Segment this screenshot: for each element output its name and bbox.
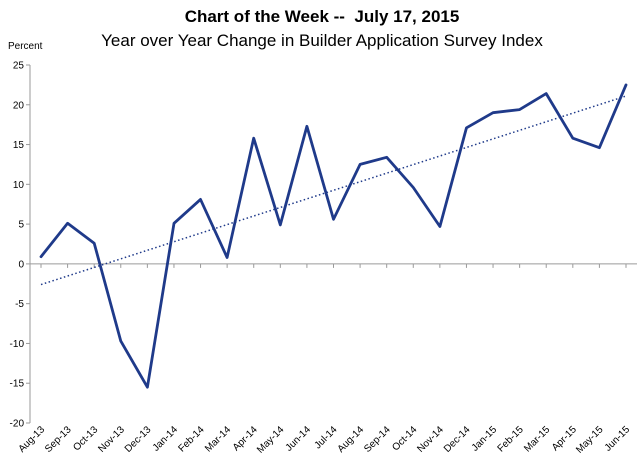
- x-tick-label: Nov-13: [96, 424, 127, 455]
- x-tick-label: Aug-14: [336, 424, 367, 455]
- y-tick-label: -15: [10, 379, 25, 390]
- x-tick-label: May-14: [255, 424, 287, 456]
- chart-title: Chart of the Week -- July 17, 2015: [184, 7, 460, 26]
- x-tick-label: Feb-14: [176, 424, 206, 454]
- y-tick-label: -20: [10, 419, 25, 430]
- y-axis-unit-label: Percent: [8, 41, 43, 52]
- data-point: [571, 137, 574, 140]
- data-point: [625, 83, 628, 86]
- data-point: [438, 225, 441, 228]
- series-line: [39, 83, 628, 389]
- x-tick-label: Jun-15: [603, 424, 633, 454]
- data-point: [306, 125, 309, 128]
- series-line-group: [39, 83, 628, 389]
- data-point: [518, 108, 521, 111]
- chart-subtitle: Year over Year Change in Builder Applica…: [101, 31, 543, 50]
- y-tick-label: -10: [10, 339, 25, 350]
- x-tick-label: Oct-13: [71, 424, 100, 453]
- data-point: [412, 186, 415, 189]
- data-point: [119, 340, 122, 343]
- y-tick-label: 15: [13, 140, 25, 151]
- y-tick-label: -5: [15, 299, 24, 310]
- x-tick-label: Sep-14: [362, 424, 393, 455]
- y-tick-label: 25: [13, 61, 25, 72]
- x-tick-label: Jan-15: [470, 424, 500, 454]
- x-axis: Aug-13Sep-13Oct-13Nov-13Dec-13Jan-14Feb-…: [17, 263, 637, 456]
- x-tick-label: Nov-14: [415, 424, 446, 455]
- trendline: [40, 95, 627, 286]
- x-tick-label: May-15: [574, 424, 606, 456]
- data-point: [93, 242, 96, 245]
- trendline-line: [40, 95, 627, 286]
- y-tick-label: 5: [18, 220, 24, 231]
- y-tick-label: 0: [18, 259, 24, 270]
- data-point: [598, 146, 601, 149]
- data-point: [385, 156, 388, 159]
- data-point: [40, 255, 43, 258]
- y-tick-label: 10: [13, 180, 25, 191]
- data-point: [465, 126, 468, 129]
- x-tick-label: Dec-14: [442, 424, 473, 455]
- x-tick-label: Oct-14: [390, 424, 419, 453]
- y-axis: 25 20 15 10 5 0 -5 -10 -15 -20: [10, 61, 31, 430]
- data-point: [226, 256, 229, 259]
- x-tick-label: Feb-15: [496, 424, 526, 454]
- x-tick-label: Jan-14: [151, 424, 181, 454]
- x-tick-label: Dec-13: [123, 424, 154, 455]
- data-point: [279, 224, 282, 227]
- data-point: [146, 386, 149, 389]
- data-point: [199, 198, 202, 201]
- x-tick-label: Mar-15: [522, 424, 552, 454]
- x-tick-label: Mar-14: [203, 424, 233, 454]
- data-point: [359, 163, 362, 166]
- data-point: [492, 111, 495, 114]
- data-point: [252, 137, 255, 140]
- y-tick-label: 20: [13, 100, 25, 111]
- data-point: [173, 222, 176, 225]
- data-point: [332, 218, 335, 221]
- x-tick-label: Jun-14: [284, 424, 314, 454]
- data-point: [66, 222, 69, 225]
- data-point: [545, 92, 548, 95]
- x-tick-label: Sep-13: [43, 424, 74, 455]
